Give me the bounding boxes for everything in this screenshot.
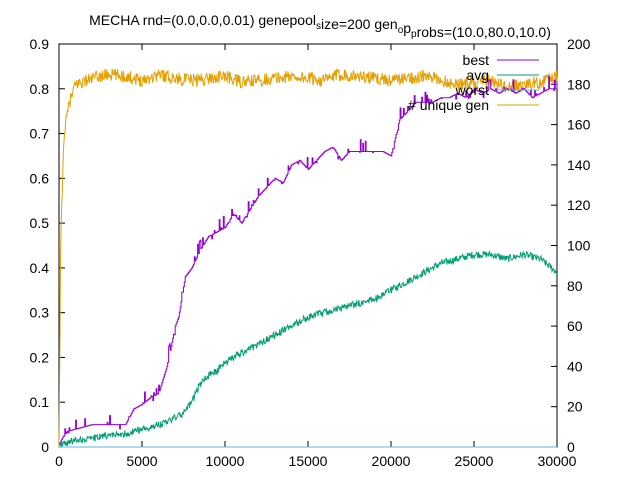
title-segment: o <box>398 25 404 36</box>
title-segment: ize=200 gen <box>321 16 398 32</box>
y2-tick-label: 120 <box>567 197 591 213</box>
legend-label-avg: avg <box>466 67 489 83</box>
y-tick-label: 0.1 <box>30 394 50 410</box>
title-segment: p <box>411 29 417 40</box>
y-tick-label: 0.4 <box>30 260 50 276</box>
y-tick-label: 0.6 <box>30 170 50 186</box>
y2-tick-label: 40 <box>567 358 583 374</box>
y2-tick-label: 160 <box>567 117 591 133</box>
y-axis-left: 0 0.1 0.2 0.3 0.4 0.5 0.6 0.7 0.8 0.9 <box>30 36 65 455</box>
y-tick-label: 0.3 <box>30 305 50 321</box>
y2-tick-label: 0 <box>567 439 575 455</box>
legend-label-unique-gen: # unique gen <box>408 97 489 113</box>
x-tick-label: 10000 <box>206 453 245 469</box>
y2-tick-label: 100 <box>567 238 591 254</box>
title-segment: s <box>316 21 321 32</box>
series-line-best <box>59 76 558 446</box>
y-tick-label: 0.2 <box>30 349 50 365</box>
y-tick-label: 0.8 <box>30 81 50 97</box>
y2-tick-label: 20 <box>567 399 583 415</box>
y2-tick-label: 200 <box>567 36 591 52</box>
x-axis: 0 5000 10000 15000 20000 25000 30000 <box>55 44 577 469</box>
series-layer <box>58 68 558 448</box>
x-tick-label: 20000 <box>372 453 411 469</box>
series-line-avg <box>58 250 558 448</box>
y-tick-label: 0 <box>41 439 49 455</box>
title-segment: p <box>403 20 411 36</box>
y-tick-label: 0.7 <box>30 126 50 142</box>
y-tick-label: 0.9 <box>30 36 50 52</box>
y-tick-label: 0.5 <box>30 215 50 231</box>
x-tick-label: 5000 <box>126 453 157 469</box>
x-tick-label: 0 <box>55 453 63 469</box>
legend-label-worst: worst <box>455 82 490 98</box>
x-tick-label: 25000 <box>455 453 494 469</box>
series-line-unique-gen <box>58 68 558 448</box>
y2-tick-label: 80 <box>567 278 583 294</box>
title-segment: MECHA rnd=(0.0,0.0,0.01) genepool <box>89 12 316 28</box>
y-axis-right: 0 20 40 60 80 100 120 140 160 180 200 <box>551 36 591 455</box>
title-segment: robs=(10.0,80.0,10.0) <box>417 24 551 40</box>
chart-title: MECHA rnd=(0.0,0.0,0.01) genepoolsize=20… <box>89 12 551 40</box>
x-tick-label: 30000 <box>538 453 577 469</box>
legend-label-best: best <box>463 52 490 68</box>
y2-tick-label: 140 <box>567 157 591 173</box>
x-tick-label: 15000 <box>289 453 328 469</box>
y2-tick-label: 60 <box>567 318 583 334</box>
y2-tick-label: 180 <box>567 76 591 92</box>
